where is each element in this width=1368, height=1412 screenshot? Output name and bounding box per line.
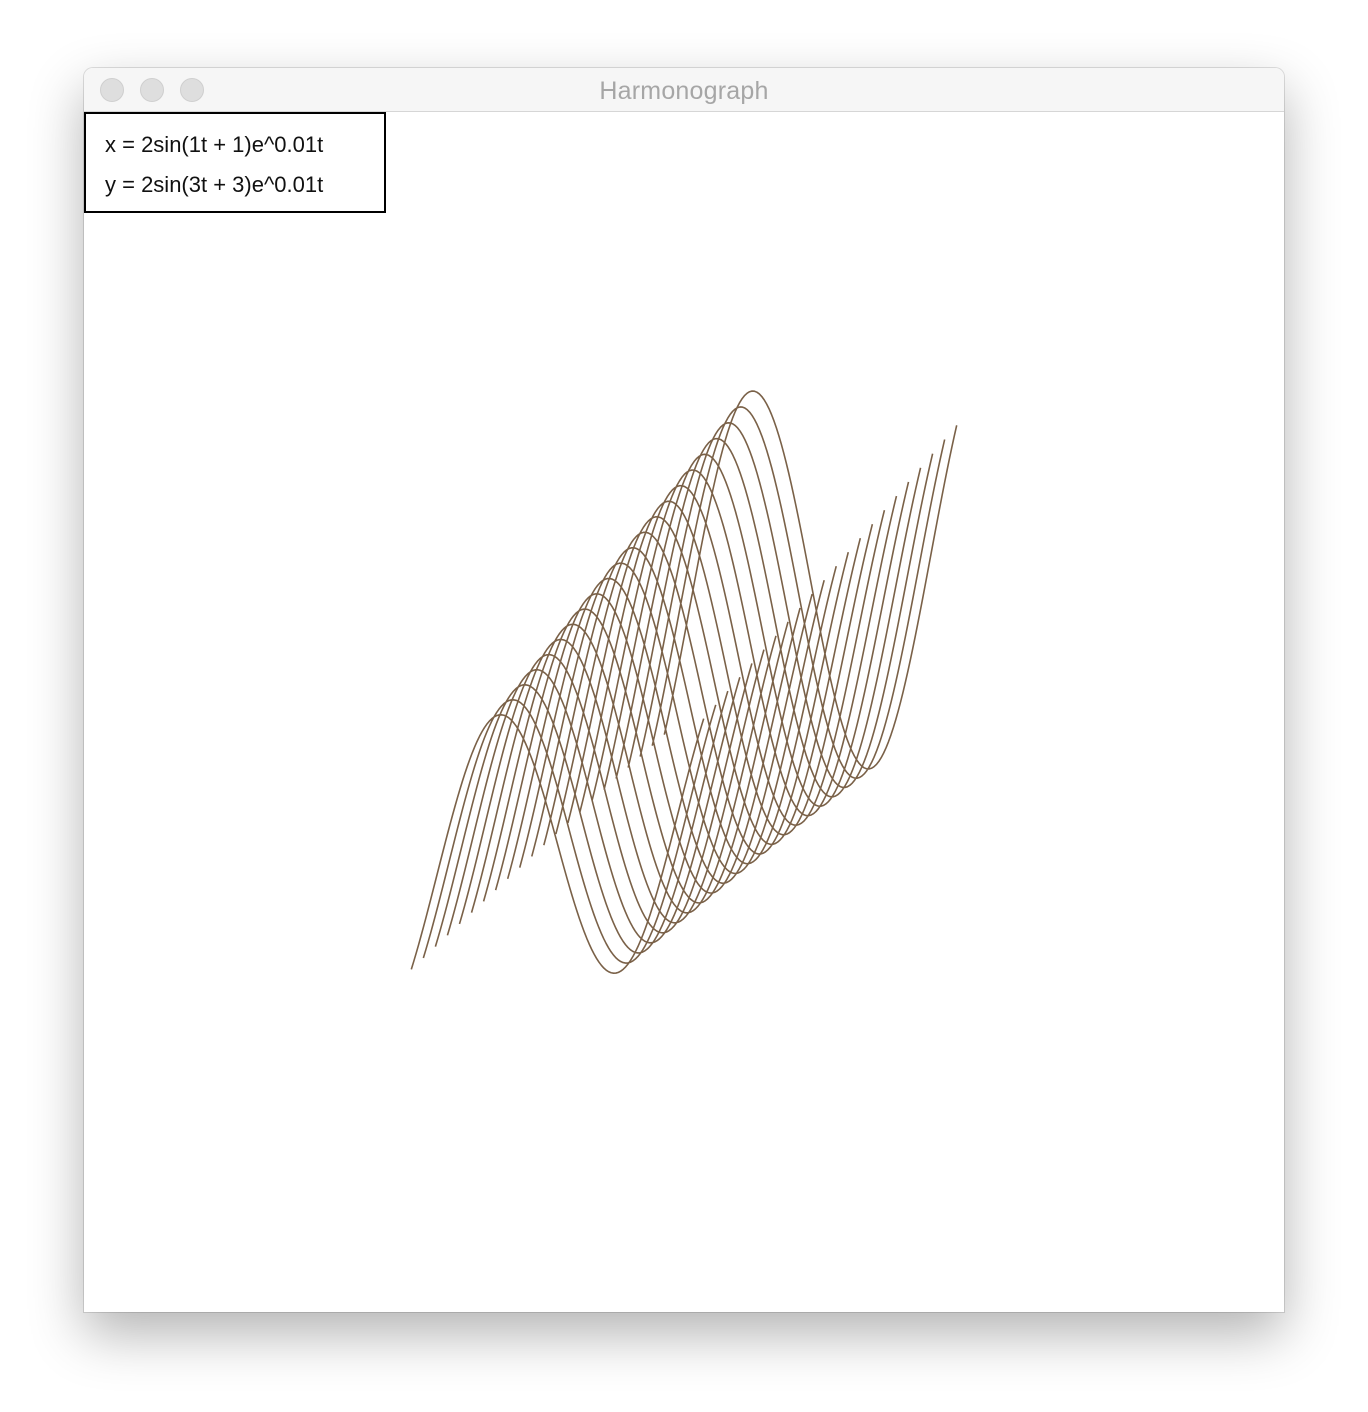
equation-legend: x = 2sin(1t + 1)e^0.01t y = 2sin(3t + 3)… [84, 112, 386, 213]
window-title: Harmonograph [599, 77, 769, 105]
title-bar[interactable]: Harmonograph [84, 68, 1284, 112]
x-equation: x = 2sin(1t + 1)e^0.01t [105, 132, 324, 157]
canvas-area: x = 2sin(1t + 1)e^0.01t y = 2sin(3t + 3)… [84, 112, 1284, 1312]
harmonograph-plot [410, 390, 958, 975]
zoom-button[interactable] [180, 78, 204, 102]
close-button[interactable] [100, 78, 124, 102]
minimize-button[interactable] [140, 78, 164, 102]
harmonograph-curve [410, 390, 958, 975]
app-window: Harmonograph x = 2sin(1t + 1)e^0.01t y =… [84, 68, 1284, 1312]
y-equation: y = 2sin(3t + 3)e^0.01t [105, 172, 324, 197]
